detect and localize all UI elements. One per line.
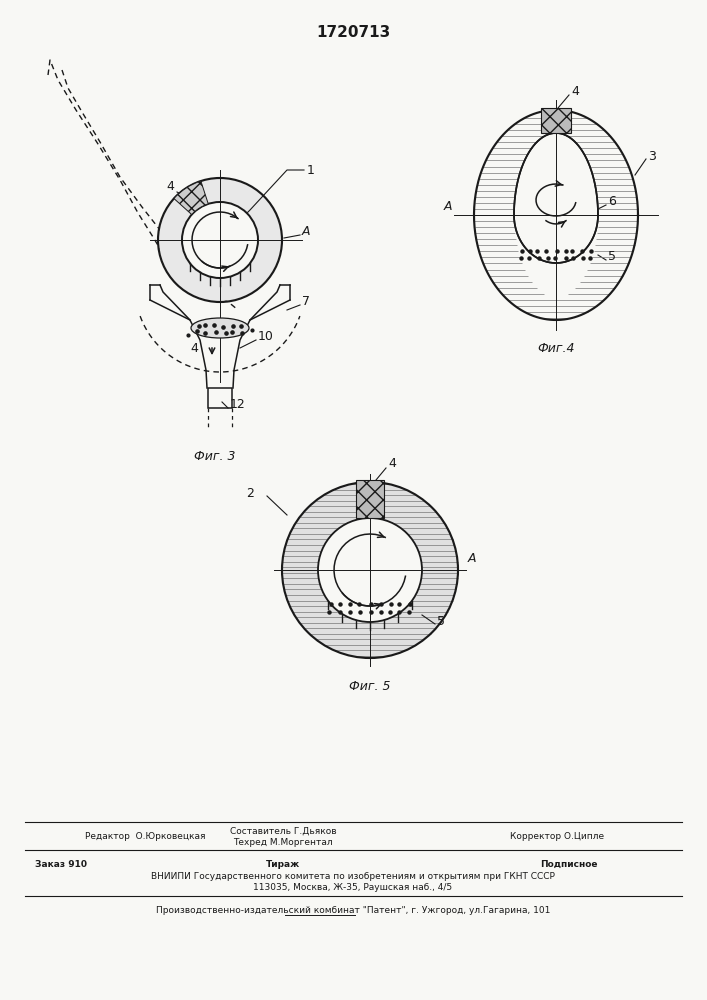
Text: 4: 4 (190, 342, 198, 355)
Text: ВНИИПИ Государственного комитета по изобретениям и открытиям при ГКНТ СССР: ВНИИПИ Государственного комитета по изоб… (151, 872, 555, 881)
Text: A: A (443, 200, 452, 213)
Bar (356, 480, 384, 518)
Circle shape (182, 202, 259, 278)
Bar (208, 388, 232, 408)
Text: 4: 4 (166, 180, 174, 193)
Ellipse shape (191, 318, 249, 338)
Wedge shape (174, 181, 209, 215)
Circle shape (159, 179, 281, 301)
Text: 10: 10 (258, 330, 274, 343)
Text: Корректор О.Ципле: Корректор О.Ципле (510, 832, 604, 841)
Circle shape (282, 482, 458, 658)
Text: 5: 5 (437, 615, 445, 628)
Text: 7: 7 (302, 295, 310, 308)
Text: Техред М.Моргентал: Техред М.Моргентал (233, 838, 333, 847)
Text: Заказ 910: Заказ 910 (35, 860, 87, 869)
Text: 3: 3 (648, 150, 656, 163)
Text: 4: 4 (388, 457, 396, 470)
Text: 1720713: 1720713 (316, 25, 390, 40)
Text: 1: 1 (307, 163, 315, 176)
Text: 4: 4 (571, 85, 579, 98)
Text: Производственно-издательский комбинат "Патент", г. Ужгород, ул.Гагарина, 101: Производственно-издательский комбинат "П… (156, 906, 550, 915)
Text: 5: 5 (608, 250, 616, 263)
Ellipse shape (514, 150, 598, 280)
Text: Фиг. 3: Фиг. 3 (194, 450, 235, 463)
Text: Составитель Г.Дьяков: Составитель Г.Дьяков (230, 827, 337, 836)
Text: 6: 6 (608, 195, 616, 208)
Text: 2: 2 (246, 487, 254, 500)
Bar (541, 108, 571, 133)
Text: Фиг.4: Фиг.4 (537, 342, 575, 355)
Text: Подписное: Подписное (540, 860, 597, 869)
Text: 113035, Москва, Ж-35, Раушская наб., 4/5: 113035, Москва, Ж-35, Раушская наб., 4/5 (253, 883, 452, 892)
Circle shape (318, 518, 422, 622)
Text: A: A (302, 225, 310, 238)
Text: 12: 12 (230, 398, 246, 411)
Circle shape (319, 519, 421, 621)
Text: Редактор  О.Юрковецкая: Редактор О.Юрковецкая (85, 832, 206, 841)
Text: A: A (468, 552, 477, 565)
Text: Фиг. 5: Фиг. 5 (349, 680, 391, 693)
Text: Тираж: Тираж (266, 860, 300, 869)
